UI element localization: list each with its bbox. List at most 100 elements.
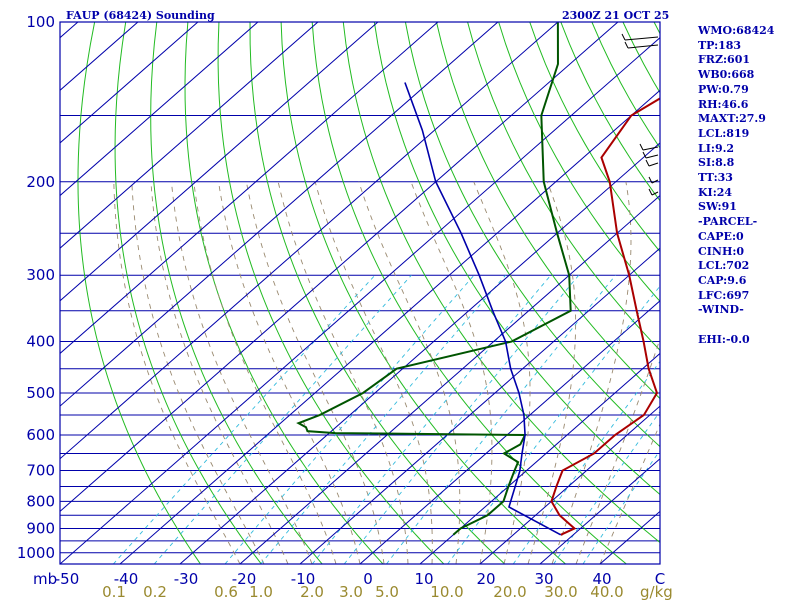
parcel-profile (404, 82, 562, 536)
wind-barb (642, 151, 659, 159)
mixing-ratio-line (582, 449, 660, 564)
isotherm-line (239, 194, 660, 564)
wind-barb (624, 41, 659, 49)
pressure-unit-label: mb (33, 570, 57, 588)
pressure-tick-label: 200 (26, 173, 55, 191)
sounding-time: 2300Z 21 OCT 25 (562, 9, 670, 22)
isotherm-line (299, 247, 660, 564)
index-line: EHI:-0.0 (698, 332, 750, 346)
moist-adiabat (193, 181, 337, 564)
dry-adiabat (280, 22, 566, 564)
dry-adiabat (467, 22, 660, 351)
moist-adiabat (277, 181, 409, 564)
pressure-tick-label: 900 (26, 519, 55, 537)
pressure-tick-label: 100 (26, 13, 55, 31)
dry-adiabat (342, 22, 660, 544)
mixing-ratio-line (311, 274, 552, 564)
index-line: FRZ:601 (698, 53, 751, 67)
pressure-tick-label: 300 (26, 266, 55, 284)
index-line: WMO:68424 (698, 24, 775, 37)
dry-adiabat (529, 22, 660, 253)
isotherm-line (539, 458, 660, 564)
index-line: LI:9.2 (698, 141, 735, 155)
moist-adiabat (131, 181, 265, 564)
temperature-profile (550, 97, 660, 536)
wind-barb (648, 176, 659, 184)
wind-barb (648, 188, 659, 196)
mixing-ratio-line (512, 360, 660, 564)
isotherm-line (60, 22, 559, 460)
profile-lines (296, 22, 660, 536)
dry-adiabat (150, 22, 323, 564)
mixing-ratio-tick-label: 0.6 (214, 583, 238, 600)
index-line: LCL:819 (698, 126, 750, 140)
moist-adiabat (410, 181, 493, 564)
isotherm-line (60, 22, 199, 144)
index-line: TP:183 (698, 38, 742, 52)
dry-adiabat (77, 22, 201, 564)
wind-barb (639, 143, 659, 151)
dry-adiabat (498, 22, 660, 303)
temperature-tick-label: 40 (592, 570, 611, 588)
pressure-tick-label: 600 (26, 426, 55, 444)
isotherm-line (60, 22, 499, 407)
pressure-tick-label: 700 (26, 462, 55, 480)
moist-adiabat (527, 181, 577, 564)
mixing-ratio-tick-label: 1.0 (249, 583, 273, 600)
dry-adiabat (778, 22, 800, 564)
mixing-ratio-tick-label: 5.0 (375, 583, 399, 600)
isotherm-line (60, 22, 619, 513)
mixing-ratio-tick-label: 0.1 (102, 583, 126, 600)
mixing-ratio-tick-label: 20.0 (493, 583, 526, 600)
index-line: WB0:668 (698, 68, 755, 82)
isotherm-line (179, 142, 660, 564)
mixing-ratio-line (153, 274, 412, 564)
index-line: MAXT:27.9 (698, 112, 766, 126)
pressure-tick-label: 400 (26, 333, 55, 351)
temperature-tick-label: 10 (414, 570, 433, 588)
dry-adiabat (436, 22, 660, 400)
pressure-tick-label: 1000 (17, 544, 55, 562)
index-line (698, 318, 774, 333)
isotherm-line (60, 22, 79, 39)
dry-adiabat (184, 22, 384, 564)
index-line: TT:33 (698, 171, 733, 185)
dry-adiabat (373, 22, 660, 496)
moist-adiabat (575, 337, 660, 564)
moist-adiabat (218, 181, 361, 564)
mixing-ratio-line (386, 274, 616, 564)
mixing-ratio-line (260, 274, 506, 564)
index-line: -WIND- (698, 303, 744, 317)
isotherm-line (119, 89, 660, 564)
temperature-tick-label: 0 (363, 570, 373, 588)
mixing-ratio-line (447, 285, 660, 564)
temperature-tick-label: -10 (291, 570, 316, 588)
moist-adiabat (358, 181, 461, 564)
mixing-ratio-tick-label: 30.0 (544, 583, 577, 600)
indices-panel: WMO:68424 TP:183 FRZ:601 WB0:668 PW:0.79 RH:4… (698, 24, 774, 347)
index-line: CINH:0 (698, 244, 745, 258)
isotherm-line (60, 22, 259, 197)
temperature-tick-label: -30 (174, 570, 199, 588)
chart-grid (60, 22, 800, 564)
index-line: LFC:697 (698, 288, 750, 302)
temperature-tick-label: -20 (232, 570, 257, 588)
temperature-tick-label: C (655, 570, 665, 588)
index-line: SW:91 (698, 200, 737, 214)
mixing-ratio-tick-label: 40.0 (590, 583, 623, 600)
sounding-title: FAUP (68424) Sounding (66, 9, 215, 22)
temperature-tick-label: -50 (55, 570, 80, 588)
index-line: LCL:702 (698, 259, 750, 273)
mixing-ratio-tick-label: 10.0 (430, 583, 463, 600)
pressure-tick-label: 800 (26, 492, 55, 510)
mixing-ratio-tick-label: 2.0 (300, 583, 324, 600)
dewpoint-profile (296, 22, 572, 536)
index-line: SI:8.8 (698, 156, 735, 170)
plot-frame (59, 21, 661, 565)
moist-adiabat (170, 181, 313, 564)
wind-barb (621, 33, 659, 41)
isotherm-line (60, 22, 379, 302)
dry-adiabat (311, 22, 627, 564)
